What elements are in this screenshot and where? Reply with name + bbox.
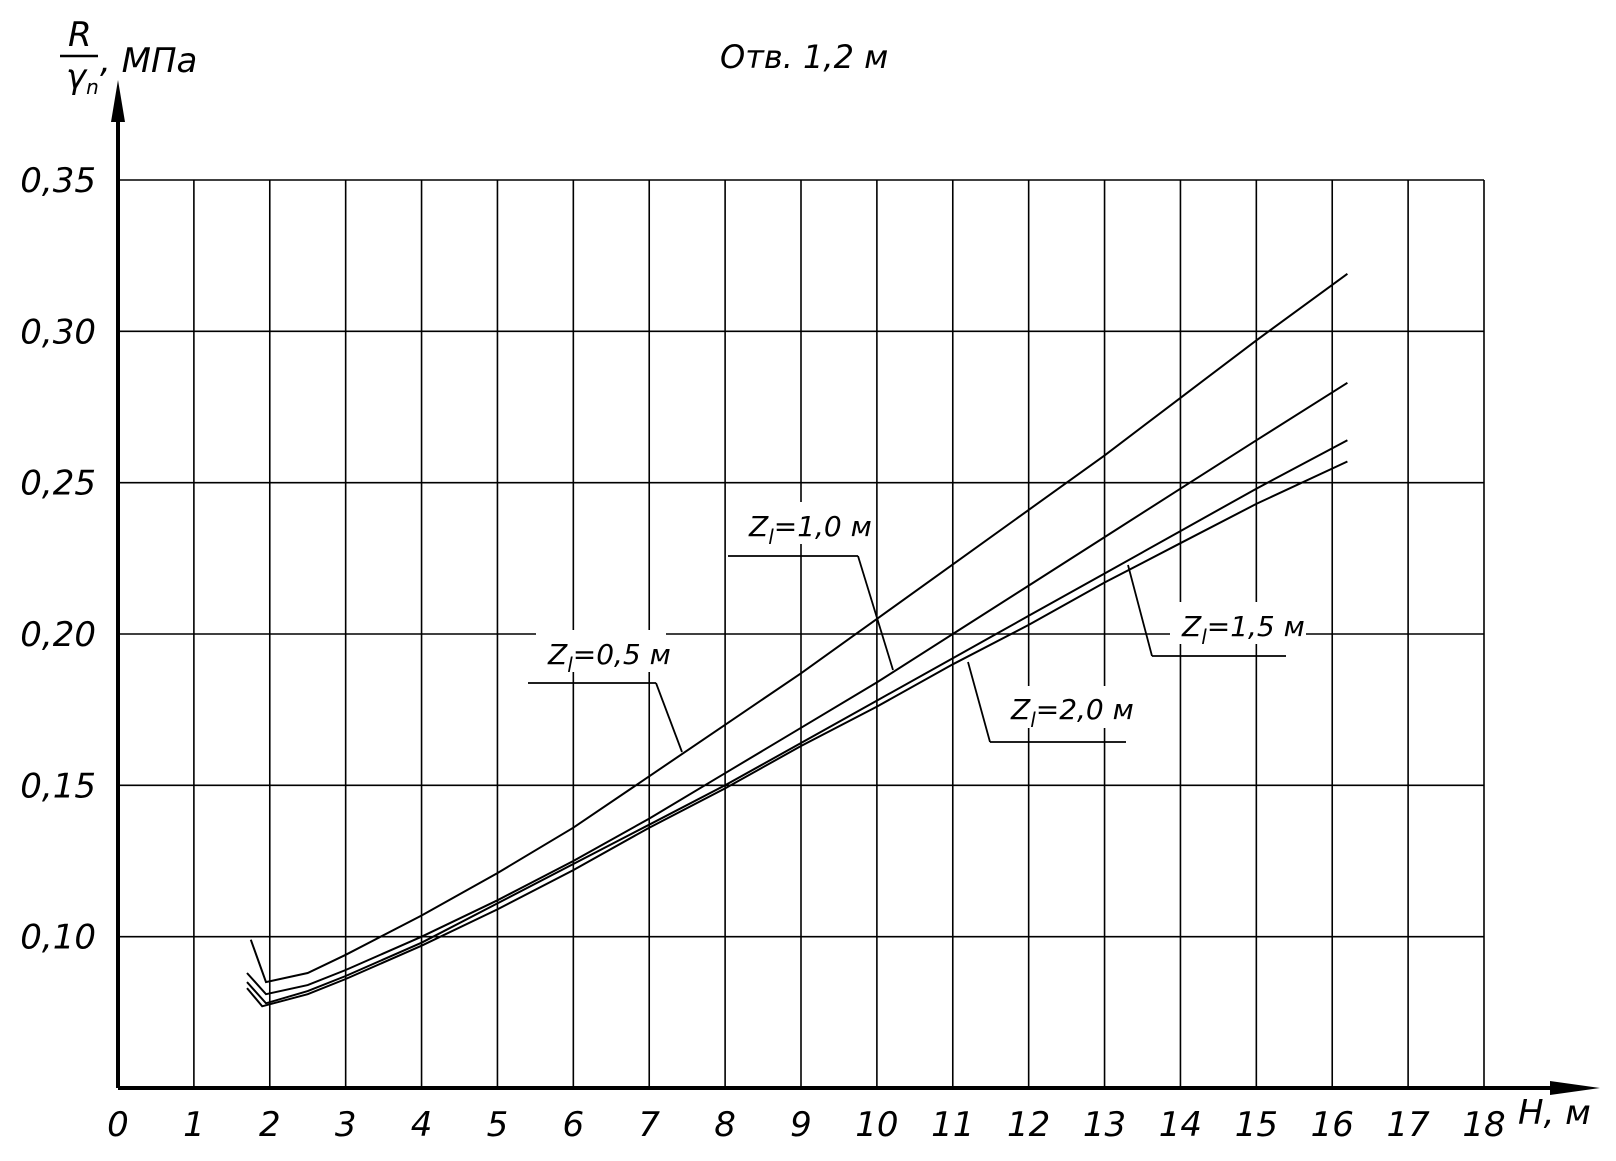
x-tick-label: 18 — [1462, 1105, 1505, 1145]
x-tick-label: 11 — [931, 1105, 974, 1145]
chart-title: Отв. 1,2 м — [720, 38, 888, 76]
y-tick-label: 0,25 — [20, 464, 96, 504]
y-tick-label: 0,15 — [20, 766, 96, 806]
x-tick-label: 9 — [790, 1105, 812, 1145]
x-tick-label: 10 — [855, 1105, 898, 1145]
curve-label-text: Zl=1,0 м — [748, 510, 872, 549]
curve-label-leader — [967, 661, 991, 743]
x-tick-label: 7 — [638, 1105, 660, 1145]
x-tick-label: 0 — [107, 1105, 129, 1145]
curve-label-leader — [1127, 564, 1153, 657]
curve-label-z10: Zl=1,0 м — [728, 502, 894, 671]
y-tick-label: 0,30 — [20, 312, 96, 352]
x-tick-label: 3 — [335, 1105, 357, 1145]
y-axis-label-denominator: γn — [66, 57, 99, 99]
curve-label-z05: Zl=0,5 м — [528, 630, 683, 753]
series-line-z10 — [246, 381, 1348, 996]
curve-label-text: Zl=1,5 м — [1181, 610, 1305, 649]
x-tick-label: 4 — [411, 1105, 433, 1145]
curve-label-background — [1170, 602, 1306, 644]
curve-label-background — [1000, 686, 1136, 728]
axes — [111, 80, 1600, 1095]
curves — [246, 272, 1348, 1008]
x-tick-label: 6 — [563, 1105, 585, 1145]
y-tick-label: 0,20 — [20, 615, 96, 655]
y-axis-label-unit: , МПа — [100, 41, 197, 81]
y-tick-label: 0,10 — [20, 918, 96, 958]
y-axis-arrow-icon — [111, 80, 125, 122]
curve-label-z15: Zl=1,5 м — [1127, 564, 1306, 657]
curve-label-background — [738, 502, 868, 544]
curve-label-leader — [655, 682, 683, 753]
curve-label-background — [536, 630, 666, 672]
curve-label-z20: Zl=2,0 м — [967, 661, 1136, 743]
x-tick-label: 8 — [714, 1105, 736, 1145]
x-tick-label: 14 — [1159, 1105, 1202, 1145]
y-tick-label: 0,35 — [20, 161, 96, 201]
y-axis-label: R γn , МПа — [60, 15, 197, 99]
x-tick-label: 2 — [259, 1105, 281, 1145]
tick-labels: 0 1 2 3 4 5 6 7 8 9 10 11 12 13 14 15 16 17 180,100,150,20… — [20, 161, 1505, 1145]
y-axis-label-numerator: R — [68, 15, 92, 55]
x-tick-label: 5 — [487, 1105, 509, 1145]
curve-labels: Zl=0,5 м Zl=1,0 м Zl=1,5 м Zl=2,0 м — [528, 502, 1306, 753]
curve-label-leader — [857, 555, 894, 671]
x-tick-label: 16 — [1311, 1105, 1354, 1145]
curve-label-text: Zl=2,0 м — [1010, 693, 1134, 732]
x-tick-label: 15 — [1235, 1105, 1278, 1145]
x-tick-label: 12 — [1007, 1105, 1050, 1145]
curve-label-text: Zl=0,5 м — [547, 638, 671, 677]
x-axis-label: H, м — [1518, 1093, 1591, 1133]
x-tick-label: 13 — [1083, 1105, 1126, 1145]
x-axis-arrow-icon — [1550, 1081, 1600, 1095]
x-tick-label: 1 — [183, 1105, 205, 1145]
series-line-z15 — [246, 439, 1348, 1005]
series-line-z05 — [249, 272, 1348, 984]
x-tick-label: 17 — [1386, 1105, 1430, 1145]
